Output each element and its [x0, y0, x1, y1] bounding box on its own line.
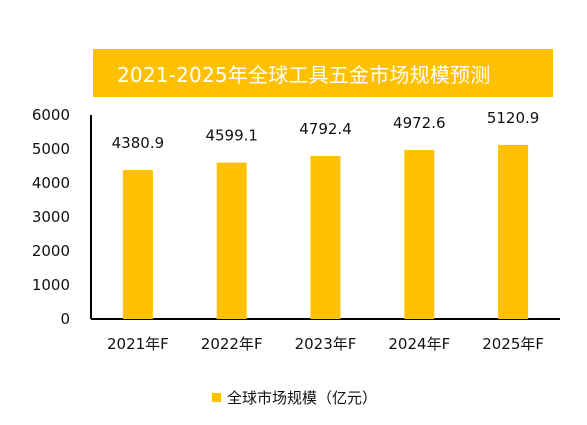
chart-title-text: 2021-2025年全球工具五金市场规模预测 [117, 62, 491, 87]
bar [498, 144, 529, 319]
x-tick-label: 2023年F [295, 335, 357, 353]
data-label: 4380.9 [112, 134, 165, 152]
y-tick-label: 6000 [32, 106, 70, 124]
y-tick-label: 0 [60, 310, 70, 328]
data-label: 4599.1 [205, 127, 258, 145]
y-tick-label: 5000 [32, 140, 70, 158]
x-tick-label: 2022年F [201, 335, 263, 353]
y-tick-label: 1000 [32, 276, 70, 294]
bar [310, 156, 341, 319]
data-label: 4792.4 [299, 120, 352, 138]
legend: 全球市场规模（亿元） [212, 387, 377, 407]
data-label: 5120.9 [487, 109, 540, 127]
legend-swatch [212, 392, 221, 402]
x-tick-label: 2025年F [482, 335, 544, 353]
y-tick-label: 4000 [32, 174, 70, 192]
chart-title: 2021-2025年全球工具五金市场规模预测 [93, 49, 553, 97]
x-tick-label: 2021年F [107, 335, 169, 353]
y-tick-label: 2000 [32, 242, 70, 260]
bar [216, 162, 247, 319]
bar [122, 170, 153, 319]
data-label: 4972.6 [393, 114, 446, 132]
x-tick-label: 2024年F [388, 335, 450, 353]
y-tick-label: 3000 [32, 208, 70, 226]
legend-label: 全球市场规模（亿元） [227, 388, 378, 407]
bar [404, 149, 435, 319]
